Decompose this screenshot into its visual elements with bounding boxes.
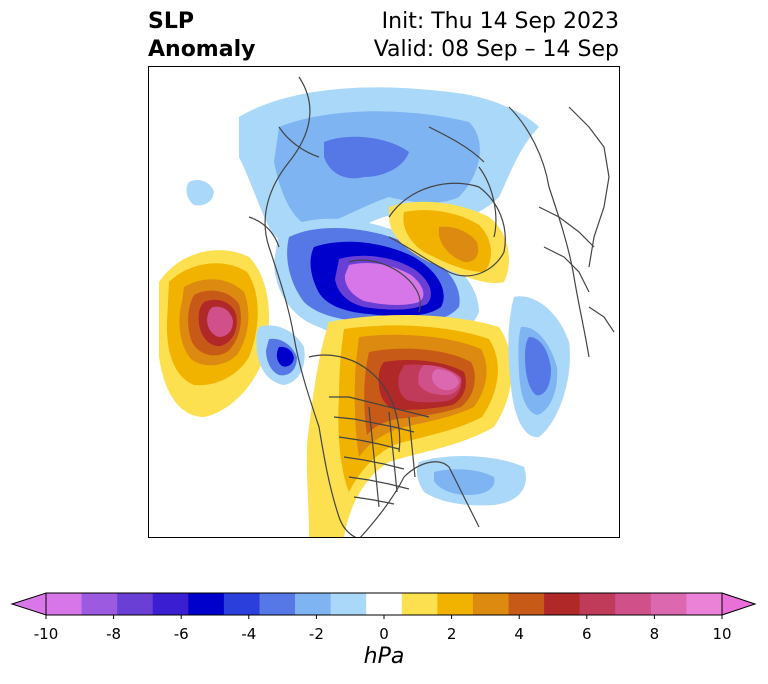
colorbar-tick-label: -10 bbox=[33, 625, 59, 643]
anomaly-blue-asia bbox=[525, 337, 551, 396]
colorbar-unit-label: hPa bbox=[363, 644, 405, 669]
valid-range: Valid: 08 Sep – 14 Sep bbox=[373, 37, 619, 62]
anomaly-mid-blue-atlantic bbox=[434, 469, 495, 495]
colorbar-over-arrow bbox=[721, 592, 757, 616]
anomaly-light-blue-small bbox=[186, 180, 214, 206]
colorbar-segment bbox=[366, 593, 403, 615]
colorbar-tick-label: -8 bbox=[106, 625, 122, 643]
slp-anomaly-map bbox=[159, 76, 615, 537]
colorbar-segment bbox=[401, 593, 438, 615]
colorbar-segment bbox=[117, 593, 154, 615]
colorbar-segment bbox=[472, 593, 510, 615]
colorbar-segment bbox=[46, 593, 83, 615]
coastlines bbox=[248, 76, 615, 537]
colorbar-segment bbox=[223, 593, 260, 615]
anomaly-dark-blue-nw bbox=[276, 346, 294, 367]
anomaly-magenta-canada bbox=[432, 369, 459, 391]
colorbar-segment bbox=[686, 593, 723, 615]
colorbar-segment bbox=[81, 593, 118, 615]
colorbar-tick-label: 8 bbox=[649, 625, 660, 643]
colorbar-tick-label: 6 bbox=[582, 625, 592, 643]
map-subtitle: Init: Thu 14 Sep 2023 Valid: 08 Sep – 14… bbox=[374, 8, 619, 64]
map-title: SLP Anomaly bbox=[148, 8, 255, 64]
colorbar-segment bbox=[579, 593, 616, 615]
colorbar-tick-label: 2 bbox=[446, 625, 457, 643]
colorbar-segment bbox=[615, 593, 652, 615]
colorbar-segment bbox=[152, 593, 189, 615]
anomaly-violet-center bbox=[344, 263, 424, 305]
title-line-2: Anomaly bbox=[148, 37, 256, 62]
colorbar-segment bbox=[650, 593, 687, 615]
colorbar-segment bbox=[295, 593, 332, 615]
title-line-1: SLP bbox=[148, 9, 194, 34]
colorbar-tick-label: 10 bbox=[712, 625, 732, 643]
colorbar-segment bbox=[544, 593, 581, 615]
colorbar-segment bbox=[508, 593, 545, 615]
colorbar-segment bbox=[188, 593, 225, 615]
colorbar-tick-label: -6 bbox=[173, 625, 189, 643]
colorbar-under-arrow bbox=[10, 592, 47, 616]
colorbar-segment bbox=[437, 593, 474, 615]
anomaly-blue-arctic bbox=[324, 136, 409, 179]
map-panel bbox=[148, 66, 620, 538]
colorbar-tick-label: -2 bbox=[308, 625, 324, 643]
colorbar-tick-label: 0 bbox=[379, 625, 389, 643]
init-date: Init: Thu 14 Sep 2023 bbox=[381, 9, 619, 34]
colorbar-segment bbox=[259, 593, 296, 615]
colorbar-tick-label: 4 bbox=[514, 625, 524, 643]
colorbar bbox=[10, 592, 757, 619]
anomaly-dark-orange-europe bbox=[439, 226, 479, 263]
anomaly-pink-pacific bbox=[207, 306, 233, 337]
colorbar-segment bbox=[330, 593, 367, 615]
colorbar-tick-label: -4 bbox=[241, 625, 257, 643]
